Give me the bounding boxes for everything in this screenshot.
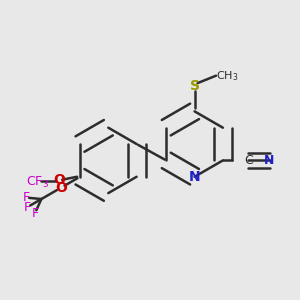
Text: F: F bbox=[24, 201, 31, 214]
Text: O: O bbox=[53, 173, 65, 187]
Text: F: F bbox=[32, 206, 39, 220]
Text: CH$_3$: CH$_3$ bbox=[216, 69, 239, 82]
Text: CF$_3$: CF$_3$ bbox=[26, 175, 49, 190]
Text: C: C bbox=[244, 154, 253, 167]
Text: S: S bbox=[190, 79, 200, 93]
Text: N: N bbox=[264, 154, 275, 167]
Text: N: N bbox=[189, 170, 200, 184]
Text: F: F bbox=[22, 191, 30, 204]
Text: O: O bbox=[55, 181, 67, 195]
